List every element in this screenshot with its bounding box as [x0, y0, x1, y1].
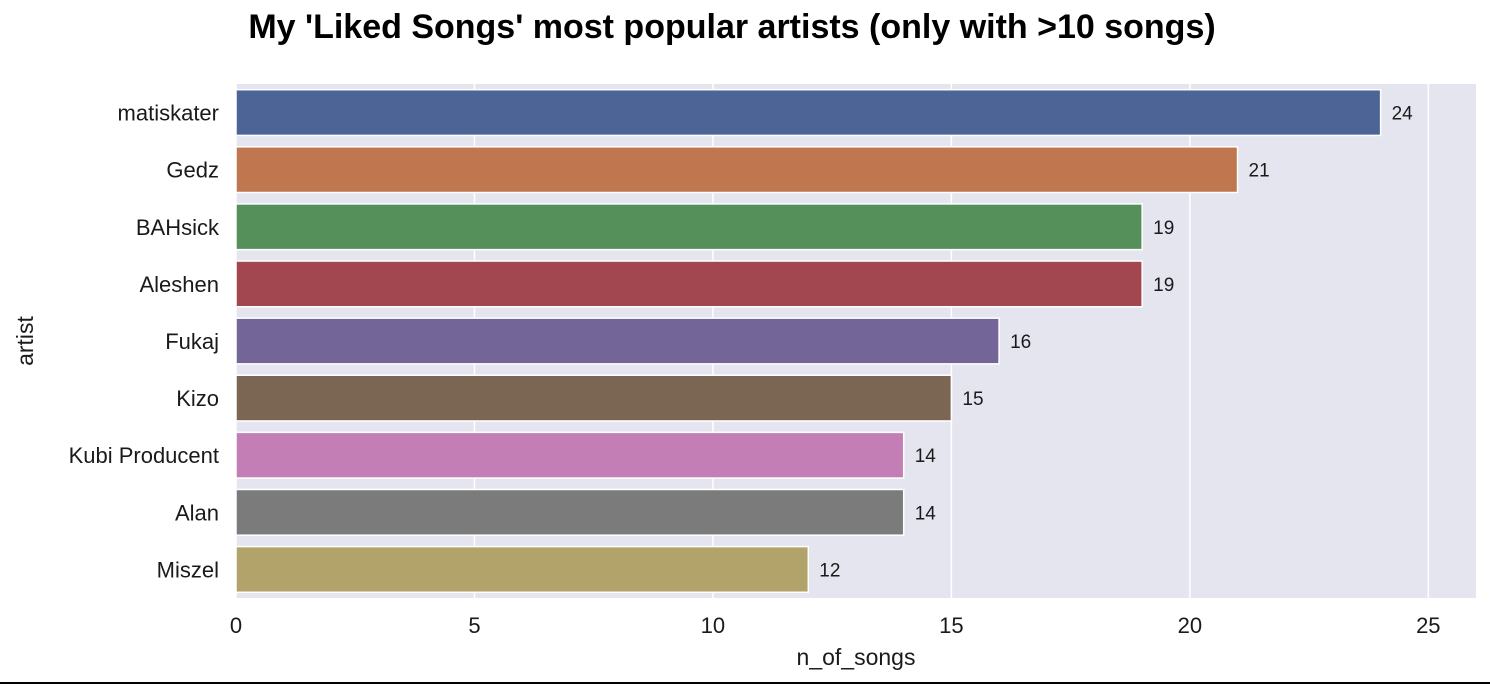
x-tick-label-0: 0 [230, 613, 242, 638]
bar-1 [235, 146, 1239, 194]
y-tick-label-3: Aleshen [139, 272, 219, 297]
y-axis-label: artist [12, 315, 38, 365]
y-tick-label-4: Fukaj [165, 329, 219, 354]
x-tick-label-4: 20 [1178, 613, 1202, 638]
y-tick-label-1: Gedz [166, 158, 219, 183]
x-tick-labels: 0 5 10 15 20 25 [230, 613, 1441, 638]
y-tick-label-8: Miszel [157, 557, 219, 582]
bar-7 [235, 488, 905, 536]
data-labels: 24 21 19 19 16 15 14 14 12 [819, 104, 1413, 582]
x-tick-label-1: 5 [468, 613, 480, 638]
y-tick-label-6: Kubi Producent [69, 443, 219, 468]
bar-6 [235, 431, 905, 479]
bar-3 [235, 260, 1143, 308]
data-label-0: 24 [1392, 104, 1414, 125]
y-tick-label-5: Kizo [176, 386, 219, 411]
x-tick-label-5: 25 [1416, 613, 1440, 638]
bars [235, 88, 1382, 594]
data-label-2: 19 [1153, 218, 1174, 239]
bar-5 [235, 374, 953, 422]
y-tick-label-0: matiskater [118, 101, 219, 126]
data-label-1: 21 [1249, 161, 1270, 182]
data-label-8: 12 [819, 560, 840, 581]
bar-4 [235, 317, 1000, 365]
chart-title: My 'Liked Songs' most popular artists (o… [248, 8, 1215, 46]
data-label-4: 16 [1010, 332, 1031, 353]
y-tick-label-2: BAHsick [136, 215, 220, 240]
bar-0 [235, 88, 1382, 137]
bar-2 [235, 203, 1143, 251]
bar-8 [235, 545, 810, 594]
data-label-3: 19 [1153, 275, 1174, 296]
data-label-6: 14 [915, 446, 937, 467]
x-axis-label: n_of_songs [797, 644, 916, 670]
data-label-7: 14 [915, 503, 937, 524]
data-label-5: 15 [962, 389, 983, 410]
y-tick-labels: matiskater Gedz BAHsick Aleshen Fukaj Kizo Kub… [69, 101, 220, 583]
x-tick-label-3: 15 [939, 613, 963, 638]
x-tick-label-2: 10 [701, 613, 725, 638]
bottom-border [0, 682, 1490, 684]
y-tick-label-7: Alan [175, 500, 219, 525]
